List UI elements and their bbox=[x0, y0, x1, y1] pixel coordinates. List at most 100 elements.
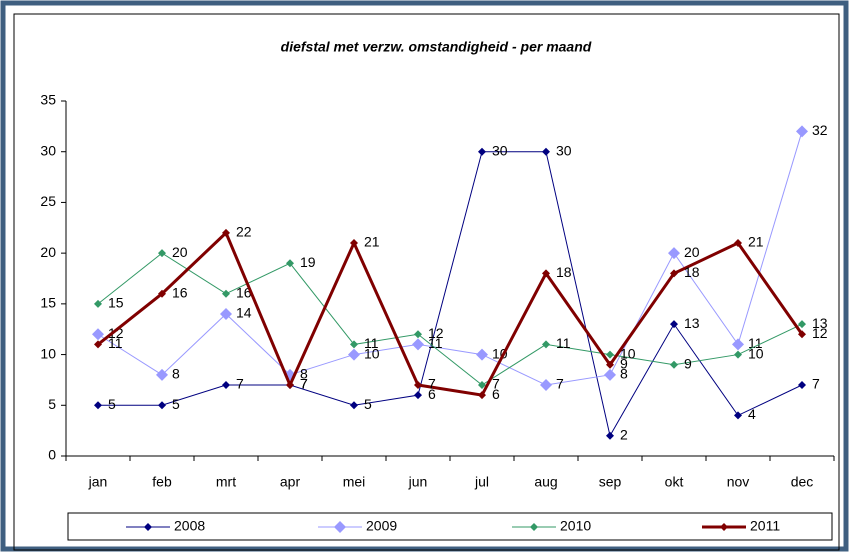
marker bbox=[478, 391, 486, 400]
marker bbox=[414, 391, 422, 400]
marker bbox=[222, 228, 230, 237]
data-label: 7 bbox=[300, 376, 308, 392]
marker bbox=[604, 368, 616, 381]
legend-marker bbox=[720, 523, 728, 531]
legend-label: 2008 bbox=[174, 518, 205, 534]
marker bbox=[478, 381, 486, 389]
data-label: 9 bbox=[684, 355, 692, 371]
marker bbox=[158, 401, 166, 410]
marker bbox=[542, 269, 550, 278]
data-label: 7 bbox=[492, 376, 500, 392]
y-tick-label: 5 bbox=[48, 396, 56, 412]
data-label: 10 bbox=[364, 345, 380, 361]
series-line bbox=[97, 252, 803, 386]
data-label: 5 bbox=[172, 396, 180, 412]
marker bbox=[94, 299, 102, 308]
marker bbox=[92, 328, 104, 341]
data-label: 30 bbox=[556, 142, 572, 158]
x-tick-label: apr bbox=[280, 474, 301, 490]
data-label: 21 bbox=[364, 234, 380, 250]
data-label: 9 bbox=[620, 355, 628, 371]
x-tick-label: mei bbox=[343, 474, 366, 490]
data-label: 13 bbox=[812, 315, 828, 331]
data-label: 13 bbox=[684, 315, 700, 331]
data-label: 11 bbox=[108, 335, 123, 351]
marker bbox=[412, 338, 424, 351]
data-label: 18 bbox=[556, 264, 572, 280]
data-label: 8 bbox=[620, 366, 628, 382]
legend-label: 2011 bbox=[750, 518, 780, 534]
marker bbox=[734, 239, 742, 247]
marker bbox=[670, 320, 678, 329]
data-label: 12 bbox=[812, 325, 828, 341]
y-tick-label: 0 bbox=[48, 447, 56, 463]
marker bbox=[670, 360, 678, 369]
x-tick-label: jun bbox=[408, 474, 428, 490]
marker bbox=[798, 320, 806, 329]
marker bbox=[286, 381, 294, 389]
marker bbox=[286, 259, 294, 268]
marker bbox=[414, 381, 422, 389]
marker bbox=[542, 340, 550, 349]
marker bbox=[158, 289, 166, 298]
data-label: 8 bbox=[172, 366, 180, 382]
x-tick-label: jul bbox=[474, 474, 489, 490]
data-label: 5 bbox=[364, 396, 372, 412]
data-label: 21 bbox=[748, 234, 764, 250]
data-label: 12 bbox=[428, 325, 444, 341]
marker bbox=[94, 401, 102, 410]
marker bbox=[478, 147, 486, 156]
data-label: 11 bbox=[364, 335, 379, 351]
marker bbox=[732, 338, 744, 351]
legend-box bbox=[67, 512, 833, 541]
x-tick-label: nov bbox=[727, 474, 750, 490]
series-line bbox=[98, 151, 803, 438]
marker bbox=[606, 360, 614, 369]
chart-frame bbox=[13, 13, 840, 551]
legend-marker bbox=[334, 521, 346, 533]
data-label: 7 bbox=[236, 376, 244, 392]
data-label: 16 bbox=[172, 284, 188, 300]
marker bbox=[94, 340, 102, 349]
x-tick-label: jan bbox=[88, 474, 108, 490]
x-tick-label: dec bbox=[791, 474, 814, 490]
data-label: 15 bbox=[108, 295, 124, 311]
marker bbox=[350, 340, 358, 349]
y-tick-label: 15 bbox=[40, 295, 56, 311]
marker bbox=[414, 330, 422, 339]
data-label: 7 bbox=[300, 376, 308, 392]
y-tick-label: 35 bbox=[40, 92, 56, 108]
data-label: 5 bbox=[108, 396, 116, 412]
marker bbox=[540, 379, 552, 391]
data-label: 6 bbox=[428, 386, 436, 402]
marker bbox=[222, 381, 230, 389]
series-line bbox=[97, 230, 804, 397]
y-tick-label: 20 bbox=[40, 244, 56, 260]
data-label: 6 bbox=[492, 386, 500, 402]
legend-label: 2010 bbox=[560, 518, 591, 534]
x-tick-label: okt bbox=[665, 474, 684, 490]
marker bbox=[348, 348, 360, 361]
marker bbox=[606, 431, 614, 440]
marker bbox=[606, 350, 614, 359]
marker bbox=[476, 348, 488, 361]
data-label: 2 bbox=[620, 426, 628, 442]
data-label: 4 bbox=[748, 406, 756, 422]
data-label: 10 bbox=[492, 345, 508, 361]
x-tick-label: mrt bbox=[216, 474, 236, 490]
x-tick-label: sep bbox=[599, 474, 622, 490]
data-label: 10 bbox=[748, 345, 764, 361]
marker bbox=[222, 289, 230, 298]
data-label: 11 bbox=[556, 335, 571, 351]
data-label: 22 bbox=[236, 224, 252, 240]
data-label: 7 bbox=[812, 376, 820, 392]
legend-label: 2009 bbox=[366, 518, 397, 534]
data-label: 7 bbox=[556, 376, 564, 392]
data-label: 32 bbox=[812, 122, 828, 138]
marker bbox=[220, 308, 232, 320]
data-label: 10 bbox=[620, 345, 636, 361]
legend-marker bbox=[144, 523, 152, 531]
marker bbox=[734, 411, 742, 420]
